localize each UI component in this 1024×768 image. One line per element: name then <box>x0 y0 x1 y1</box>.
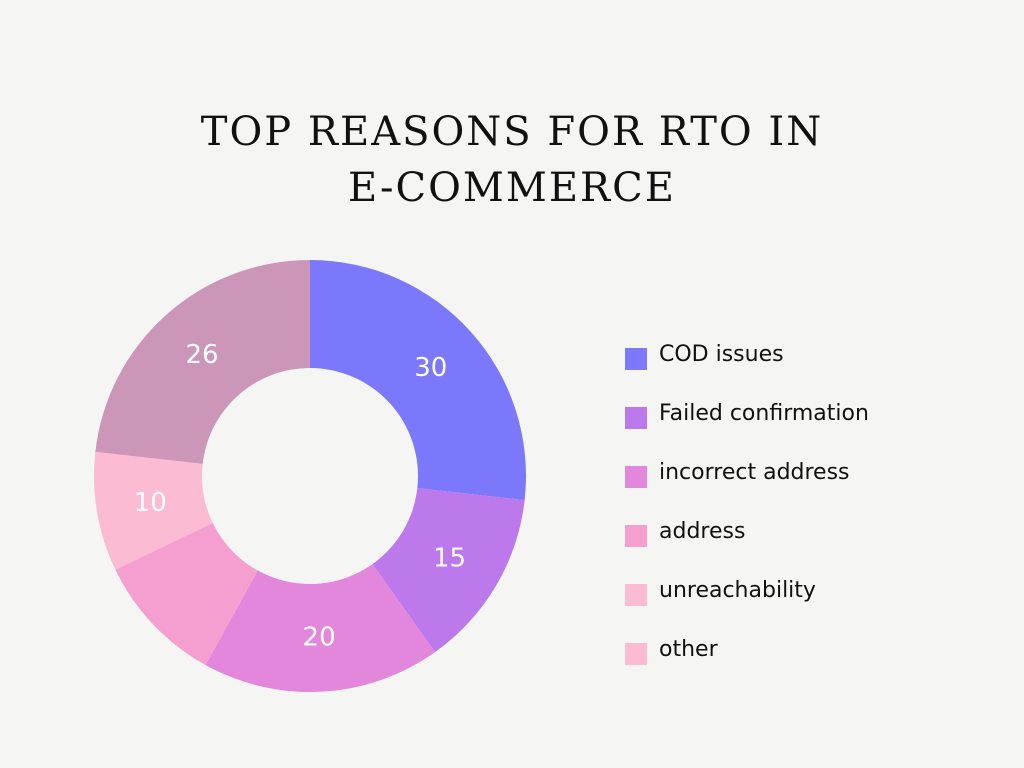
donut-slice-incorrect-address <box>205 564 435 693</box>
legend-label: Failed confirmation <box>659 401 869 426</box>
legend-swatch <box>625 525 647 547</box>
slice-value-label: 30 <box>414 353 447 383</box>
donut-slice-unreachability <box>94 451 213 570</box>
legend-swatch <box>625 643 647 665</box>
legend-item-failed-confirmation: Failed confirmation <box>625 397 1005 456</box>
legend-label: address <box>659 519 746 544</box>
slice-value-label: 10 <box>134 488 167 518</box>
legend-label: unreachability <box>659 578 816 603</box>
legend-label: other <box>659 637 718 662</box>
legend-swatch <box>625 466 647 488</box>
legend-item-incorrect-address: incorrect address <box>625 456 1005 515</box>
donut-slice-failed-confirmation <box>372 488 525 653</box>
legend-swatch <box>625 407 647 429</box>
legend-item-cod-issues: COD issues <box>625 338 1005 397</box>
donut-slice-other <box>95 260 311 464</box>
donut-slice-labels: 30 15 20 10 26 <box>134 340 466 653</box>
legend: COD issues Failed confirmation incorrect… <box>625 338 1005 692</box>
donut-slice-cod-issues <box>310 260 526 501</box>
legend-item-unreachability: unreachability <box>625 574 1005 633</box>
chart-title-line-2: E-COMMERCE <box>348 165 676 211</box>
legend-swatch <box>625 584 647 606</box>
legend-item-address: address <box>625 515 1005 574</box>
legend-swatch <box>625 348 647 370</box>
slice-value-label: 20 <box>303 623 336 653</box>
slice-value-label: 15 <box>433 543 466 573</box>
donut-slice-address <box>115 522 258 666</box>
chart-title: TOP REASONS FOR RTO IN E-COMMERCE <box>0 104 1024 216</box>
donut-slices <box>94 260 526 693</box>
chart-title-line-1: TOP REASONS FOR RTO IN <box>200 109 824 155</box>
slice-value-label: 26 <box>186 340 219 370</box>
legend-label: COD issues <box>659 342 784 367</box>
legend-item-other: other <box>625 633 1005 692</box>
legend-label: incorrect address <box>659 460 850 485</box>
